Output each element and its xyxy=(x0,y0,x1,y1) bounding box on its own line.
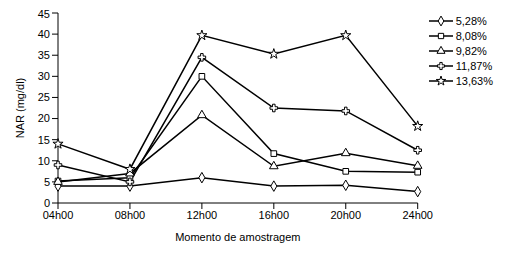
svg-text:25: 25 xyxy=(38,91,50,103)
svg-text:15: 15 xyxy=(38,134,50,146)
svg-text:35: 35 xyxy=(38,49,50,61)
html-text:5,28%: 5,28% xyxy=(455,14,487,27)
svg-text:45: 45 xyxy=(38,8,50,20)
html-text:13,63%: 13,63% xyxy=(455,74,493,87)
svg-text:40: 40 xyxy=(38,28,50,40)
html-text:9,82%: 9,82% xyxy=(455,44,487,57)
svg-text:20h00: 20h00 xyxy=(330,209,361,221)
svg-text:08h00: 08h00 xyxy=(115,209,146,221)
html-text:11,87%: 11,87% xyxy=(455,59,493,72)
svg-text:0: 0 xyxy=(44,197,50,209)
svg-text:16h00: 16h00 xyxy=(259,209,290,221)
svg-text:Momento de amostragem: Momento de amostragem xyxy=(175,231,300,243)
svg-text:04h00: 04h00 xyxy=(43,209,74,221)
svg-text:20: 20 xyxy=(38,112,50,124)
svg-text:10: 10 xyxy=(38,155,50,167)
svg-text:5: 5 xyxy=(44,176,50,188)
svg-text:NAR (mg/dl): NAR (mg/dl) xyxy=(14,78,26,139)
svg-text:24h00: 24h00 xyxy=(402,209,433,221)
svg-text:12h00: 12h00 xyxy=(187,209,218,221)
html-text:8,08%: 8,08% xyxy=(455,29,487,42)
svg-text:30: 30 xyxy=(38,70,50,82)
